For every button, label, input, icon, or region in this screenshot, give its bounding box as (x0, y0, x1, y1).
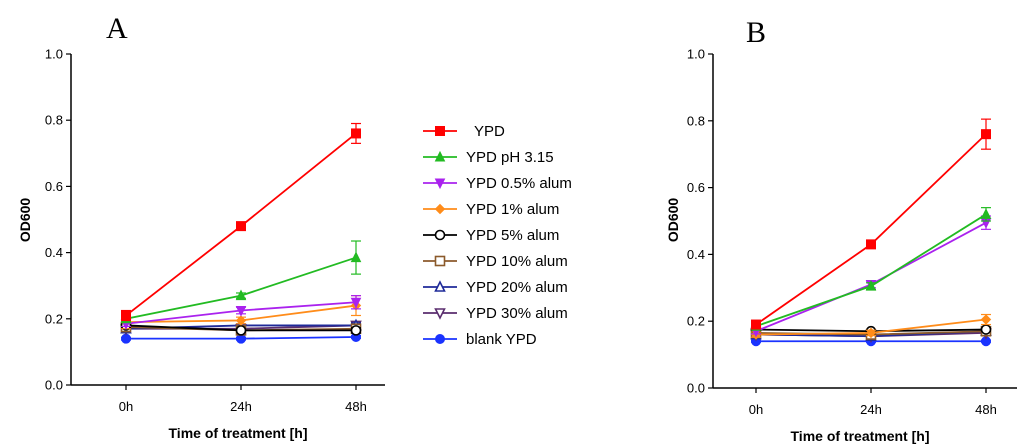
panel-a-y-tick-label: 0.6 (45, 179, 63, 194)
legend-label: YPD 1% alum (466, 201, 559, 218)
panel-a-y-tick-label: 0.2 (45, 311, 63, 326)
panel-b-y-tick-label: 0.8 (687, 113, 705, 128)
panel-a-point-ypd-5-alum (235, 325, 247, 336)
legend-label: YPD 0.5% alum (466, 175, 572, 192)
panel-a-point-ypd-0-5-alum (350, 297, 362, 309)
legend-item: YPD 20% alum (423, 279, 568, 296)
panel-b-point-ypd-1-alum (865, 327, 877, 339)
legend-marker (434, 229, 446, 241)
panel-b-point-ypd-ph-3-15 (980, 208, 992, 219)
legend-label: YPD pH 3.15 (466, 149, 554, 166)
legend-marker (435, 334, 445, 344)
panel-b-y-tick-label: 1.0 (687, 47, 705, 62)
panel-a-y-tick-label: 0.8 (45, 113, 63, 128)
legend-marker (434, 280, 446, 292)
panel-b-letter: B (746, 16, 766, 49)
panel-b-point-ypd-1-alum (980, 314, 992, 325)
legend-label: YPD 30% alum (466, 305, 568, 322)
panel-a-x-tick-label: 0h (119, 399, 133, 414)
legend-marker (434, 150, 446, 162)
panel-a-x-tick-label: 24h (230, 399, 252, 414)
legend-marker (434, 308, 446, 320)
legend-item: YPD 10% alum (423, 253, 568, 270)
legend-label: YPD 20% alum (466, 279, 568, 296)
panel-b-x-tick-label: 0h (749, 402, 763, 417)
panel-a-x-label: Time of treatment [h] (169, 425, 308, 441)
legend-label: YPD (474, 123, 505, 140)
panel-a-y-tick-label: 1.0 (45, 47, 63, 62)
panel-b-x-tick-label: 48h (975, 402, 997, 417)
panel-a-series (120, 122, 362, 344)
panel-a-series-blank-ypd (121, 332, 361, 344)
legend-label: YPD 5% alum (466, 227, 559, 244)
panel-a-y-tick-label: 0.4 (45, 245, 63, 260)
panel-b-x-tick-label: 24h (860, 402, 882, 417)
panel-a-y-ticks: 0.0 0.2 0.4 0.6 0.8 1.0 (45, 47, 71, 393)
legend-item: blank YPD (423, 331, 537, 348)
legend-marker (434, 255, 446, 267)
panel-b-line-ypd (755, 133, 987, 326)
legend-marker (435, 126, 445, 136)
panel-b-series-ypd (751, 118, 991, 330)
panel-a-point-ypd (351, 128, 361, 139)
panel-b-series (750, 118, 992, 347)
legend-marker (434, 178, 446, 190)
panel-a-point-ypd (236, 221, 246, 232)
legend-item: YPD 30% alum (423, 305, 568, 322)
panel-a-y-tick-label: 0.0 (45, 378, 63, 393)
panel-b-point-ypd (751, 319, 761, 330)
panel-a-letter: A (106, 12, 128, 45)
legend-label: blank YPD (466, 331, 537, 348)
panel-a-point-ypd-ph-3-15 (350, 251, 362, 263)
panel-a: A OD600 Time of treatment [h] 0.00.20.40… (17, 12, 385, 441)
panel-b-point-ypd (866, 239, 876, 250)
panel-b-line-ypd-ph-3-15 (755, 213, 987, 328)
legend: YPD YPD pH 3.15 YPD 0.5% alum YPD 1% alum YP… (423, 123, 572, 348)
panel-b-y-tick-label: 0.2 (687, 314, 705, 329)
panel-a-series-ypd (121, 122, 361, 322)
panel-a-point-ypd-5-alum (350, 325, 362, 336)
panel-b-y-ticks: 0.0 0.2 0.4 0.6 0.8 1.0 (687, 47, 713, 396)
panel-a-x-tick-label: 48h (345, 399, 367, 414)
legend-label: YPD 10% alum (466, 253, 568, 270)
legend-item: YPD pH 3.15 (423, 149, 554, 166)
panel-a-point-ypd-ph-3-15 (235, 289, 247, 301)
panel-a-x-ticks: 0h 24h 48h (119, 385, 367, 414)
panel-b: B OD600 Time of treatment [h] 0.00.20.40… (665, 16, 1017, 444)
panel-b-x-label: Time of treatment [h] (791, 428, 930, 444)
legend-item: YPD 5% alum (423, 227, 559, 244)
panel-b-y-tick-label: 0.6 (687, 180, 705, 195)
panel-b-point-ypd-5-alum (980, 324, 992, 335)
panel-b-y-label: OD600 (665, 198, 681, 243)
legend-item: YPD 0.5% alum (423, 175, 572, 192)
panel-a-point-ypd-1-alum (235, 315, 247, 326)
panel-b-point-ypd-ph-3-15 (865, 280, 877, 291)
panel-b-y-tick-label: 0.0 (687, 381, 705, 396)
legend-marker (434, 203, 446, 215)
panel-b-x-ticks: 0h 24h 48h (749, 388, 997, 417)
panel-a-y-label: OD600 (17, 198, 33, 243)
panel-a-point-ypd-0-5-alum (235, 306, 247, 317)
panel-b-series-ypd-1-alum (750, 313, 992, 340)
panel-b-series-ypd-ph-3-15 (750, 207, 992, 331)
panel-b-point-ypd (981, 129, 991, 140)
panel-b-y-tick-label: 0.4 (687, 247, 705, 262)
legend-item: YPD (423, 123, 505, 140)
legend-item: YPD 1% alum (423, 201, 559, 218)
panel-a-point-ypd (121, 310, 131, 321)
